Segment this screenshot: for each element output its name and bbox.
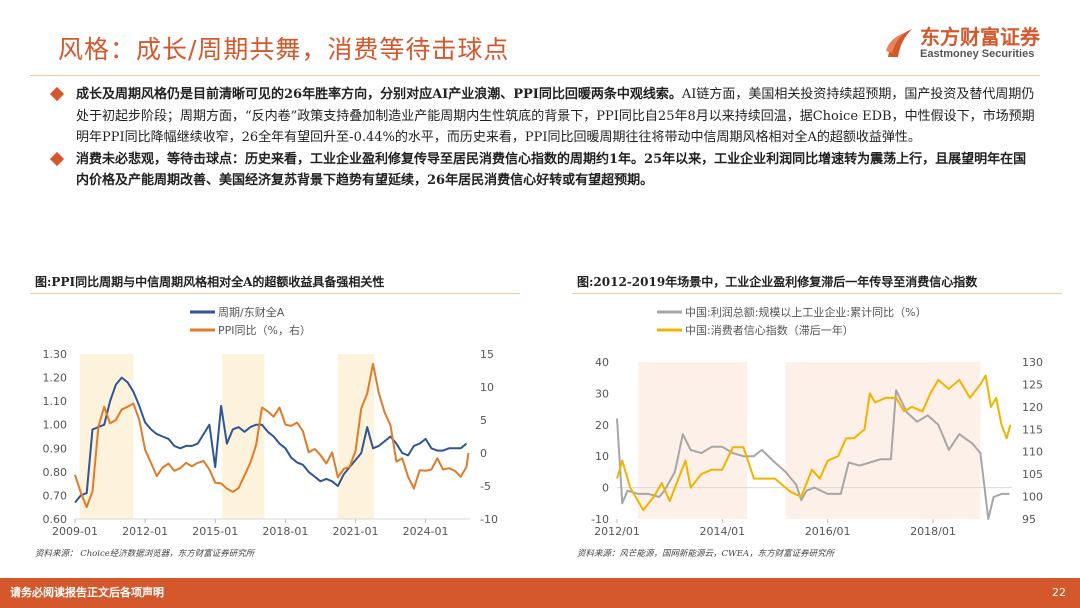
page-number: 22 [1052, 586, 1066, 599]
x-tick-label: 2009-01 [52, 525, 98, 538]
x-tick-label: 2021-01 [332, 525, 378, 538]
chart-ppi-cycle: 图:PPI同比周期与中信周期风格相对全A的超额收益具备强相关性 0.60 0.70… [30, 270, 520, 565]
y-right-tick-label: 15 [480, 348, 494, 361]
y-left-tick-label: 20 [595, 419, 609, 432]
y-right-tick-label: 115 [1022, 423, 1043, 436]
brand-logo: 东方财富证券 Eastmoney Securities [884, 26, 1040, 60]
diamond-bullet-icon [49, 86, 65, 102]
y-right-tick-label: -5 [480, 480, 491, 493]
legend-label: 中国:消费者信心指数（滞后一年） [685, 323, 854, 337]
y-right-tick-label: 0 [480, 447, 487, 460]
header-divider [30, 75, 1040, 76]
chart-source: 资料来源：风芒能源，国网新能源云，CWEA，东方财富证券研究所 [577, 549, 835, 559]
diamond-bullet-icon [49, 151, 65, 166]
page-title: 风格：成长/周期共舞，消费等待击球点 [58, 35, 510, 64]
shaded-period [785, 362, 981, 519]
chart-profit-confidence: 图:2012-2019年场景中，工业企业盈利修复滞后一年传导至消费信心指数 -1… [572, 270, 1062, 565]
bullet-list: 成长及周期风格仍是目前清晰可见的26年胜率方向，分别对应AI产业浪潮、PPI同比… [49, 84, 1037, 192]
series-line-1 [74, 376, 468, 504]
series-line-1 [616, 389, 1010, 520]
chart-title: 图:2012-2019年场景中，工业企业盈利修复滞后一年传导至消费信心指数 [572, 270, 1062, 294]
y-left-tick-label: 1.10 [43, 395, 68, 408]
bullet-item: 消费未必悲观，等待击球点：历史来看，工业企业盈利修复传导至居民消费信心指数的周期… [49, 149, 1037, 192]
x-tick-label: 2024-01 [403, 525, 449, 538]
y-left-tick-label: 0.70 [43, 489, 68, 502]
x-tick-label: 2015-01 [192, 525, 238, 538]
bullet-bold-text: 消费未必悲观，等待击球点：历史来看，工业企业盈利修复传导至居民消费信心指数的周期… [76, 151, 1027, 189]
bullet-item: 成长及周期风格仍是目前清晰可见的26年胜率方向，分别对应AI产业浪潮、PPI同比… [49, 84, 1037, 149]
chart-title: 图:PPI同比周期与中信周期风格相对全A的超额收益具备强相关性 [30, 270, 520, 294]
series-line-2 [616, 374, 1012, 511]
x-tick-label: 2016/01 [805, 525, 851, 538]
y-right-tick-label: 10 [480, 381, 494, 394]
logo-en: Eastmoney Securities [920, 48, 1035, 60]
bullet-bold-text: 成长及周期风格仍是目前清晰可见的26年胜率方向，分别对应AI产业浪潮、PPI同比… [76, 87, 682, 102]
x-tick-label: 2014/01 [699, 525, 745, 538]
chart-plot: 0.60 0.70 0.80 0.90 1.00 1.10 1.20 1.30 -10 -5 0 5 1… [43, 305, 498, 538]
series-line-2 [74, 362, 470, 509]
x-tick-label: 2012/01 [594, 525, 640, 538]
legend-label: 周期/东财全A [218, 305, 285, 319]
y-right-tick-label: 100 [1022, 491, 1043, 504]
shaded-period [79, 354, 134, 519]
y-left-tick-label: 40 [595, 356, 609, 369]
y-left-tick-label: 0.80 [43, 466, 68, 479]
bullet-text: AI链方面，美国相关投资持续超预期，国产投资及替代周期仍处于初起步阶段；周期方面… [76, 87, 1035, 145]
legend-label: 中国:利润总额:规模以上工业企业:累计同比（%） [685, 305, 927, 319]
y-right-tick-label: 95 [1022, 513, 1036, 526]
logo-cn: 东方财富证券 [920, 25, 1040, 49]
y-right-tick-label: 120 [1022, 401, 1043, 414]
y-left-tick-label: 0 [602, 482, 609, 495]
y-left-tick-label: 1.30 [43, 348, 68, 361]
chart-source: 资料来源： Choice经济数据浏览器，东方财富证券研究所 [35, 549, 255, 559]
y-left-tick-label: 10 [595, 450, 609, 463]
y-left-tick-label: 1.00 [43, 419, 68, 432]
y-right-tick-label: -10 [480, 513, 498, 526]
y-right-tick-label: 105 [1022, 468, 1043, 481]
shaded-period [337, 354, 375, 519]
footer-bar: 请务必阅读报告正文后各项声明 22 [0, 578, 1080, 608]
x-tick-label: 2018/01 [910, 525, 956, 538]
y-left-tick-label: 0.90 [43, 442, 68, 455]
x-tick-label: 2012-01 [122, 525, 168, 538]
y-right-tick-label: 125 [1022, 378, 1043, 391]
legend-label: PPI同比（%，右） [218, 323, 311, 337]
y-left-tick-label: 0.60 [43, 513, 68, 526]
y-right-tick-label: 5 [480, 414, 487, 427]
y-right-tick-label: 110 [1022, 446, 1043, 459]
chart-plot: -10 0 10 20 30 40 95 100 105 110 115 120 125 130 2012/… [591, 305, 1043, 538]
logo-wing-icon [886, 29, 912, 57]
y-left-tick-label: 30 [595, 387, 609, 400]
x-tick-label: 2018-01 [262, 525, 308, 538]
footer-disclaimer: 请务必阅读报告正文后各项声明 [10, 586, 164, 599]
y-right-tick-label: 130 [1022, 356, 1043, 369]
y-left-tick-label: -10 [591, 513, 609, 526]
y-left-tick-label: 1.20 [43, 372, 68, 385]
